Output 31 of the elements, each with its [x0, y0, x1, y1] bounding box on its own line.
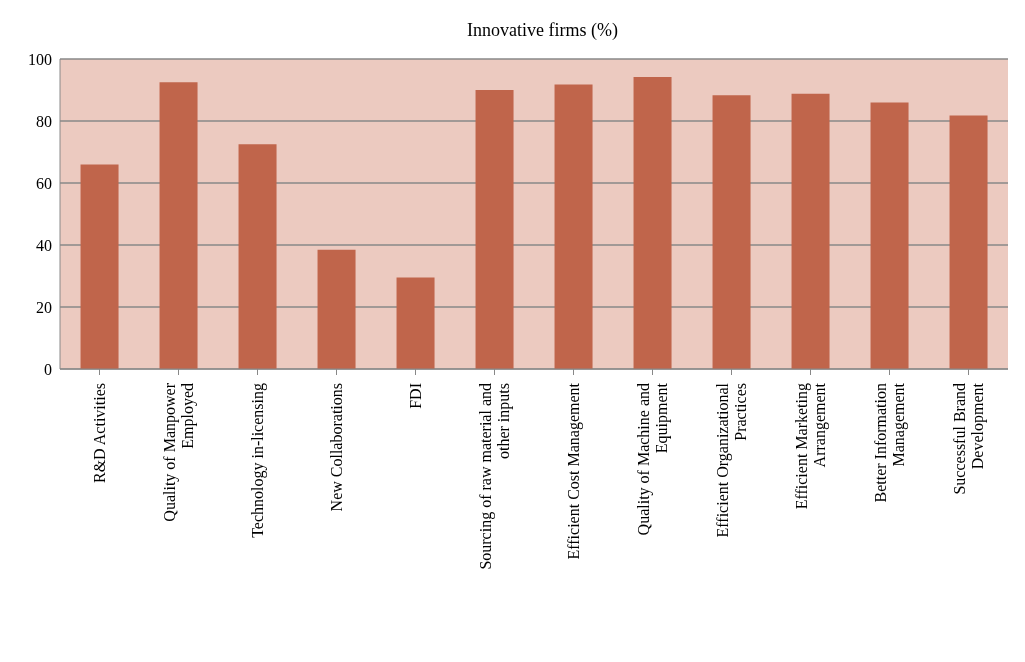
bar	[475, 90, 514, 369]
y-tick-label: 40	[36, 236, 52, 254]
bar	[712, 95, 751, 369]
bar	[80, 164, 119, 369]
x-tick-label: Better Information Management	[871, 382, 908, 503]
x-tick-label: Successful Brand Development	[950, 382, 987, 495]
bar	[317, 249, 356, 369]
x-tick-label: Efficient Cost Management	[564, 382, 583, 560]
bar	[633, 76, 672, 369]
chart-title: Innovative firms (%)	[466, 19, 619, 42]
x-tick-label: New Collaborations	[327, 383, 345, 512]
y-tick-label: 20	[36, 298, 52, 316]
bar	[870, 102, 909, 369]
x-tick-label: FDI	[406, 383, 424, 409]
x-tick-label: Sourcing of raw material and other inputs	[476, 383, 513, 570]
bar	[949, 115, 988, 369]
bar	[396, 277, 435, 369]
bar	[159, 82, 198, 369]
x-tick-label: Quality of Machine and Equipment	[634, 382, 671, 536]
x-tick-label: R&D Activities	[90, 383, 108, 483]
x-tick-label: Quality of Manpower Employed	[160, 382, 197, 522]
x-tick-label: Technology in-licensing	[248, 383, 267, 538]
y-tick-label: 0	[44, 360, 52, 378]
bar	[238, 144, 277, 369]
y-tick-label: 100	[28, 50, 52, 68]
x-tick-label: Efficient Marketing Arrangement	[792, 382, 829, 510]
y-tick-label: 80	[36, 112, 52, 130]
x-tick-label: Efficient Organizational Practices	[713, 382, 749, 538]
y-tick-label: 60	[36, 174, 52, 192]
bar	[791, 93, 830, 369]
bar	[554, 84, 593, 369]
